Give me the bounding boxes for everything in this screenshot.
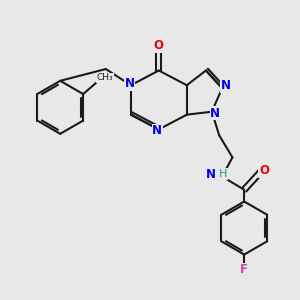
Text: F: F — [240, 263, 248, 276]
Text: N: N — [124, 77, 134, 90]
Text: O: O — [154, 39, 164, 52]
Text: H: H — [219, 169, 227, 179]
Text: CH₃: CH₃ — [97, 74, 113, 82]
Text: N: N — [210, 107, 220, 120]
Text: N: N — [206, 168, 216, 181]
Text: N: N — [221, 79, 231, 92]
Text: O: O — [259, 164, 269, 177]
Text: N: N — [152, 124, 162, 137]
